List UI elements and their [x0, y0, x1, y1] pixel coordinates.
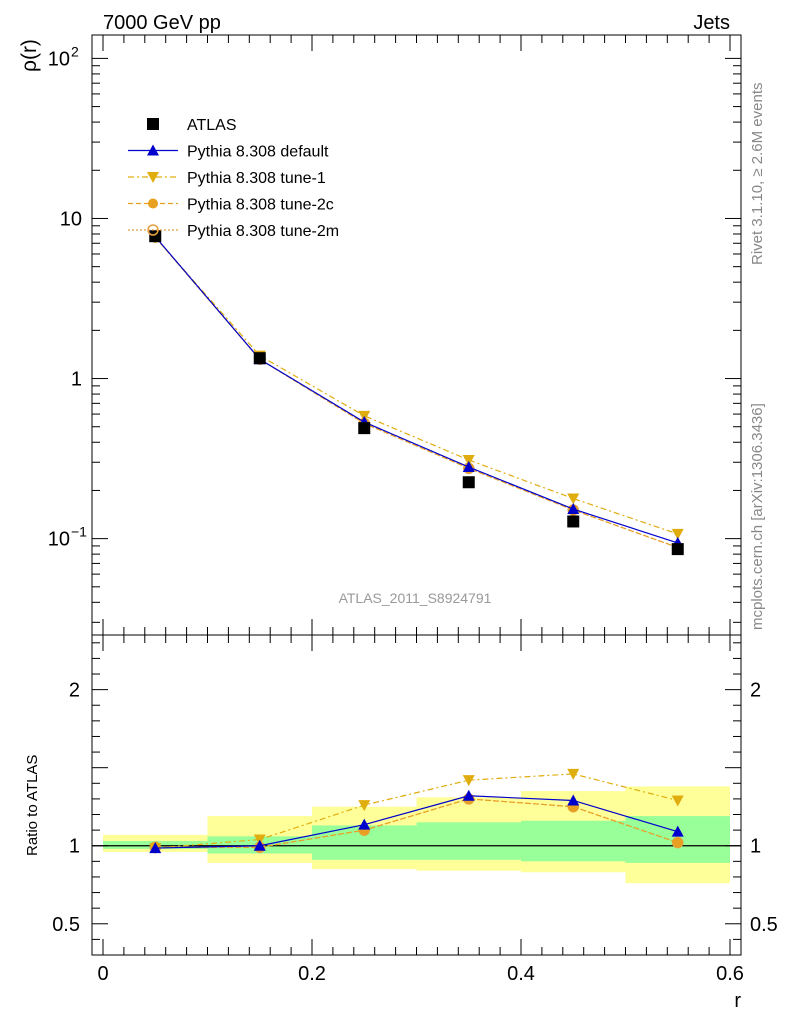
- y-tick-exponent: −1: [71, 524, 87, 540]
- ratio-panel-marks: [149, 768, 684, 855]
- legend-label: ATLAS: [187, 117, 237, 134]
- series-line: [154, 236, 678, 549]
- legend-marker: [147, 144, 159, 156]
- ratio-series-line: [155, 798, 678, 848]
- header-left: 7000 GeV pp: [103, 12, 221, 34]
- data-point: [462, 454, 475, 466]
- data-point: [567, 515, 580, 528]
- ratio-band-inner: [416, 822, 521, 860]
- series-line: [154, 237, 678, 535]
- x-tick-label: 0.6: [716, 963, 744, 985]
- ratio-y-tick-label: 1: [69, 836, 80, 858]
- legend-marker: [147, 172, 159, 183]
- mcplots-label: mcplots.cern.ch [arXiv:1306.3436]: [749, 403, 766, 630]
- data-point: [253, 839, 266, 851]
- x-tick-label: 0: [97, 963, 108, 985]
- legend: ATLAS Pythia 8.308 default Pythia 8.308 tu…: [128, 117, 339, 240]
- y-tick-label: 10: [48, 48, 70, 70]
- data-point: [462, 461, 475, 473]
- data-point: [462, 789, 475, 801]
- data-point: [149, 842, 162, 854]
- header-right: Jets: [693, 12, 730, 34]
- y-tick-exponent: 2: [71, 43, 79, 59]
- ratio-y-label: Ratio to ATLAS: [24, 755, 41, 856]
- x-tick-label: 0.2: [298, 963, 326, 985]
- data-point: [671, 795, 684, 807]
- legend-label: Pythia 8.308 tune-1: [187, 170, 326, 187]
- legend-marker: [147, 224, 159, 236]
- legend-marker: [147, 118, 159, 130]
- ratio-y-tick-label-right: 2: [750, 680, 761, 702]
- ratio-y-tick-label: 0.5: [52, 914, 80, 936]
- y-tick-label: 10: [48, 529, 70, 551]
- legend-label: Pythia 8.308 default: [187, 144, 329, 161]
- legend-label: Pythia 8.308 tune-2c: [187, 197, 334, 214]
- data-point: [358, 818, 371, 830]
- data-point: [672, 837, 683, 848]
- ratio-y-tick-label-right: 0.5: [750, 914, 778, 936]
- ratio-band-inner: [521, 820, 626, 862]
- data-point: [358, 422, 371, 435]
- data-point: [358, 800, 371, 812]
- data-point: [462, 476, 475, 489]
- main-y-label: ρ(r): [18, 39, 41, 72]
- main-panel-marks: [149, 230, 684, 556]
- analysis-id: ATLAS_2011_S8924791: [339, 590, 492, 606]
- data-point: [567, 768, 580, 780]
- ratio-y-tick-label: 2: [69, 680, 80, 702]
- x-axis-label: r: [734, 990, 741, 1012]
- data-point: [567, 493, 580, 505]
- ratio-series-line: [155, 795, 678, 849]
- data-point: [567, 503, 580, 515]
- y-tick-label: 1: [71, 369, 82, 391]
- ratio-panel-background: 0.5 0.5 1 1 2 2: [52, 634, 778, 956]
- x-tick-label: 0.4: [507, 963, 535, 985]
- data-point: [671, 528, 684, 540]
- ratio-frame: [91, 634, 742, 956]
- y-tick-label: 10: [60, 208, 82, 230]
- series-line: [154, 236, 678, 549]
- data-point: [149, 230, 162, 243]
- rivet-label: Rivet 3.1.10, ≥ 2.6M events: [749, 83, 766, 266]
- legend-label: Pythia 8.308 tune-2m: [187, 223, 339, 240]
- ratio-series-line: [155, 773, 678, 849]
- ratio-y-tick-label-right: 1: [750, 836, 761, 858]
- data-point: [462, 775, 475, 787]
- series-line: [154, 236, 678, 544]
- data-point: [253, 352, 266, 365]
- data-point: [567, 794, 580, 806]
- legend-marker: [148, 198, 158, 209]
- data-point: [671, 543, 684, 556]
- data-point: [671, 825, 684, 837]
